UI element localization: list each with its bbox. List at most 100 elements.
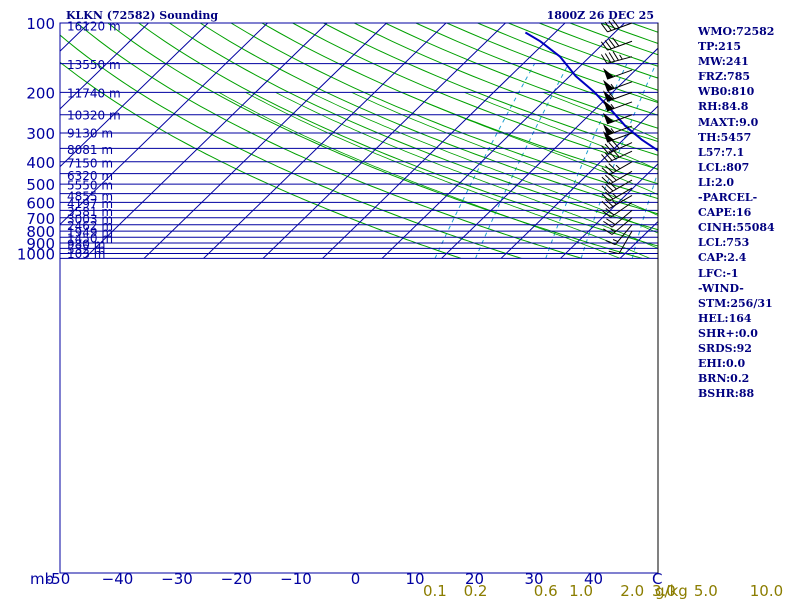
temperature-tick-label: 0 <box>351 570 361 588</box>
isotherm-line <box>262 23 506 259</box>
wind-barb <box>602 201 633 218</box>
moist-adiabat-line <box>218 92 621 259</box>
parcel-trace <box>524 31 658 152</box>
wind-barb <box>605 224 633 246</box>
isotherm-line <box>60 23 268 226</box>
parameter-item: MAXT:9.0 <box>698 115 759 129</box>
parameter-item: TP:215 <box>698 40 742 54</box>
temperature-tick-label: 20 <box>465 570 484 588</box>
parameter-item: RH:84.8 <box>698 100 749 114</box>
parameter-item: CAPE:16 <box>698 206 752 220</box>
dry-adiabat-line <box>230 23 658 200</box>
isotherm-line <box>381 23 625 259</box>
wind-barb <box>603 79 633 92</box>
wind-barb <box>603 68 633 80</box>
height-label: 7150 m <box>67 156 113 170</box>
wind-barbs <box>600 19 659 573</box>
parameter-item: L57:7.1 <box>698 145 745 159</box>
temperature-tick-label: −40 <box>102 570 134 588</box>
height-label: 4197 m <box>67 197 113 211</box>
height-label: 4855 m <box>67 189 113 203</box>
height-label: 2462 m <box>67 219 113 233</box>
parameter-item: MW:241 <box>698 55 749 69</box>
mixing-ratio-tick-label: 0.1 <box>423 582 447 600</box>
station-title: KLKN (72582) Sounding <box>66 9 218 22</box>
isotherm-line <box>441 47 658 259</box>
temperature-tick-label: 10 <box>405 570 424 588</box>
parameter-item: -PARCEL- <box>698 191 758 205</box>
pressure-tick-label: 700 <box>26 210 55 228</box>
temperature-tick-label: −10 <box>280 570 312 588</box>
pressure-tick-label: 600 <box>26 194 55 212</box>
height-label: 5550 m <box>67 179 113 193</box>
dry-adiabat-line <box>76 23 582 259</box>
dry-adiabat-line <box>169 23 658 231</box>
height-label: 3003 m <box>67 212 113 226</box>
wind-barb <box>601 195 633 209</box>
dry-adiabat-line <box>384 23 658 129</box>
sounding-traces <box>524 31 658 152</box>
isotherm-line <box>60 23 209 168</box>
pressure-tick-label: 800 <box>26 223 55 241</box>
pressure-tick-label: 300 <box>26 125 55 143</box>
parameter-item: WB0:810 <box>698 85 755 99</box>
mixing-ratio-tick-label: 10.0 <box>750 582 783 600</box>
mixing-ratio-tick-label: 3.0 <box>652 582 676 600</box>
moist-adiabat-line <box>275 92 658 249</box>
pressure-tick-label: 1000 <box>17 246 55 264</box>
mixing-ratio-unit-label: g/kg <box>655 582 688 600</box>
wind-barb <box>603 112 633 125</box>
plot-frame <box>59 22 659 574</box>
pressure-tick-label: 200 <box>26 84 55 102</box>
height-label: 103 m <box>67 247 105 261</box>
height-label: 9130 m <box>67 127 113 141</box>
parameter-item: HEL:164 <box>698 311 752 325</box>
isotherms <box>60 23 658 259</box>
height-label: 6320 m <box>67 169 113 183</box>
moist-adiabat-line <box>351 92 658 216</box>
mixing-ratio-tick-label: 2.0 <box>620 582 644 600</box>
wind-barb <box>601 187 633 202</box>
wind-barb <box>600 37 633 51</box>
isotherm-line <box>143 23 387 259</box>
parameter-item: -WIND- <box>698 281 744 295</box>
dry-adiabat-line <box>60 34 522 259</box>
wind-barb <box>603 130 633 143</box>
wind-barb <box>603 99 633 112</box>
pressure-tick-label: 100 <box>26 15 55 33</box>
isotherm-line <box>203 23 447 259</box>
parameter-item: SRDS:92 <box>698 341 752 355</box>
temperature-tick-label: 40 <box>584 570 603 588</box>
moist-adiabat-line <box>310 92 658 234</box>
height-label: 532 m <box>67 242 105 256</box>
wind-barb <box>601 140 633 154</box>
isotherm-line <box>500 105 658 259</box>
mixing-ratio-tick-label: 5.0 <box>694 582 718 600</box>
mixing-ratio-tick-label: 1.0 <box>569 582 593 600</box>
wind-barb <box>603 217 633 235</box>
dry-adiabat-line <box>60 61 462 259</box>
sounding-datetime: 1800Z 26 DEC 25 <box>547 9 654 22</box>
wind-barb <box>601 149 633 163</box>
parameter-item: WMO:72582 <box>698 25 775 38</box>
sounding-parameters: WMO:72582 TP:215 MW:241 FRZ:785 WB0:810 RH:84… <box>698 24 798 401</box>
temperature-tick-label: −20 <box>221 570 253 588</box>
height-label: 1450 m <box>67 231 113 245</box>
wind-barb <box>603 124 633 136</box>
dry-adiabat-line <box>199 23 658 215</box>
wind-barb <box>601 170 633 185</box>
parameter-item: EHI:0.0 <box>698 357 746 371</box>
parameter-item: FRZ:785 <box>698 70 751 84</box>
isobars <box>59 22 659 574</box>
temperature-unit-label: C <box>652 570 662 588</box>
parameter-item: CINH:55084 <box>698 221 775 235</box>
height-label: 10320 m <box>67 109 121 123</box>
parameter-item: BSHR:88 <box>698 387 755 401</box>
isotherm-line <box>322 23 566 259</box>
parameter-item: BRN:0.2 <box>698 372 750 386</box>
wind-barb <box>603 90 633 102</box>
pressure-tick-label: 400 <box>26 154 55 172</box>
temperature-tick-label: −30 <box>161 570 193 588</box>
wind-barb <box>601 179 633 194</box>
